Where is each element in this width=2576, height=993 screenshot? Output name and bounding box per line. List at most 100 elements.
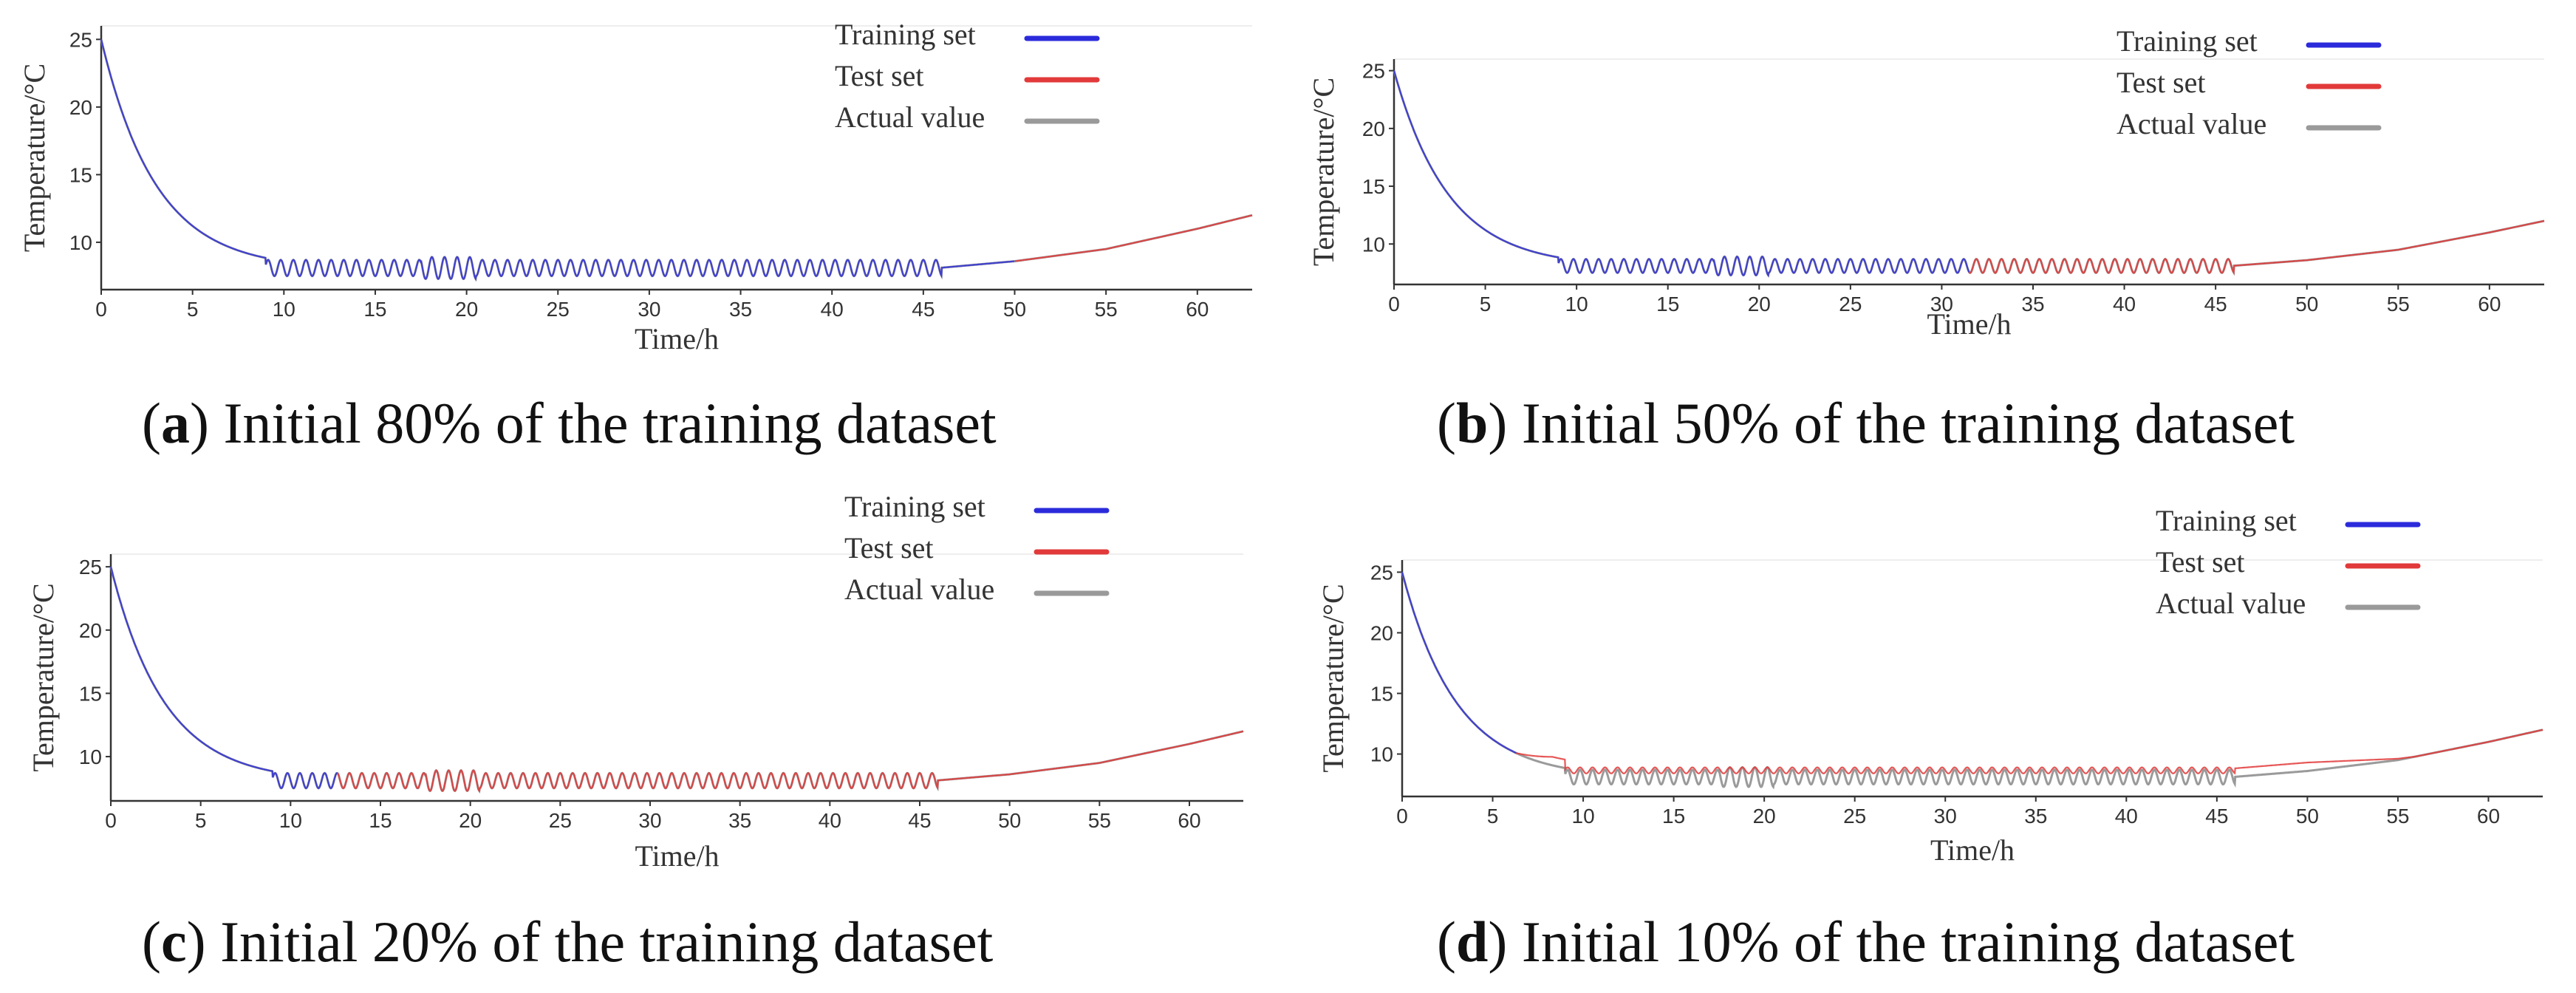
x-tick-label: 25 [1839, 293, 1862, 315]
caption-b: (b) Initial 50% of the training dataset [1437, 391, 2295, 455]
series-test-set [1014, 214, 1253, 262]
x-tick-label: 45 [908, 809, 931, 832]
x-tick-label: 25 [1843, 805, 1866, 828]
caption-label: a [160, 391, 190, 455]
y-tick-label: 25 [79, 556, 102, 579]
series-actual-value [1393, 70, 2545, 279]
legend-label: Training set [835, 18, 976, 51]
x-axis-label: Time/h [1930, 833, 2015, 867]
x-tick-label: 35 [728, 809, 751, 832]
y-tick-label: 25 [1362, 60, 1385, 83]
x-tick-label: 5 [1487, 805, 1499, 828]
legend-label: Test set [835, 59, 924, 92]
x-tick-label: 15 [363, 298, 386, 321]
x-tick-label: 60 [1178, 809, 1200, 832]
x-tick-label: 10 [273, 298, 295, 321]
y-tick-label: 10 [69, 231, 92, 254]
x-tick-label: 10 [1565, 293, 1588, 315]
x-tick-label: 55 [1088, 809, 1111, 832]
x-tick-label: 5 [187, 298, 199, 321]
x-tick-label: 30 [638, 809, 661, 832]
caption-label: c [160, 910, 187, 974]
x-tick-label: 20 [1748, 293, 1771, 315]
x-tick-label: 30 [1934, 805, 1957, 828]
legend-label: Test set [2117, 66, 2206, 99]
legend-label: Test set [2156, 545, 2245, 579]
series-training-set [1401, 572, 1517, 754]
y-tick-label: 20 [69, 96, 92, 119]
x-axis-label: Time/h [635, 839, 719, 873]
x-tick-label: 0 [95, 298, 107, 321]
legend-label: Actual value [835, 100, 985, 134]
legend-label: Training set [2117, 24, 2258, 58]
series-training-set [100, 39, 1015, 281]
legend-label: Training set [2156, 504, 2297, 537]
caption-d: (d) Initial 10% of the training dataset [1437, 910, 2295, 974]
y-tick-label: 20 [1362, 117, 1385, 140]
series-training-set [1393, 70, 1970, 278]
y-axis-label: Temperature/°C [18, 64, 51, 252]
x-tick-label: 40 [819, 809, 841, 832]
x-tick-label: 10 [279, 809, 302, 832]
x-tick-label: 35 [2021, 293, 2044, 315]
legend-label: Training set [844, 490, 985, 523]
x-tick-label: 55 [2386, 805, 2409, 828]
series-training-set [109, 566, 338, 790]
x-tick-label: 60 [1186, 298, 1209, 321]
caption-text: ) Initial 80% of the training dataset [189, 391, 997, 455]
legend-label: Actual value [844, 573, 994, 606]
legend-label: Test set [844, 531, 934, 564]
caption-a: (a) Initial 80% of the training dataset [142, 391, 997, 455]
series-actual-value [1401, 572, 2543, 790]
x-tick-label: 60 [2478, 293, 2501, 315]
y-tick-label: 15 [1370, 683, 1393, 706]
x-axis-label: Time/h [1927, 307, 2011, 341]
y-tick-label: 10 [1370, 743, 1393, 766]
x-tick-label: 40 [2115, 805, 2138, 828]
panel-b: 0 5 10 15 20 25 30 35 40 45 50 55 60 10 15 20 25 Time/h Te… [1307, 24, 2545, 341]
x-tick-label: 10 [1572, 805, 1595, 828]
y-tick-label: 15 [69, 163, 92, 186]
x-tick-label: 40 [2113, 293, 2136, 315]
panel-d: 0 5 10 15 20 25 30 35 40 45 50 55 60 10 15 20 25 Time/h Te… [1316, 504, 2543, 867]
x-tick-label: 0 [1396, 805, 1408, 828]
caption-text: ) Initial 20% of the training dataset [186, 910, 994, 974]
x-tick-label: 25 [547, 298, 570, 321]
series-test-set [1516, 728, 2543, 775]
y-tick-label: 25 [1370, 561, 1393, 584]
caption-text: ) Initial 10% of the training dataset [1488, 910, 2295, 974]
x-tick-label: 55 [2387, 293, 2410, 315]
x-tick-label: 20 [1753, 805, 1776, 828]
legend-label: Actual value [2156, 587, 2306, 620]
x-tick-label: 30 [1930, 293, 1953, 315]
x-tick-label: 30 [638, 298, 660, 321]
panel-c: 0 5 10 15 20 25 30 35 40 45 50 55 60 10 15 20 25 Time/h Te… [27, 490, 1244, 873]
series-test-set [336, 730, 1244, 793]
x-tick-label: 15 [369, 809, 392, 832]
x-tick-label: 25 [549, 809, 572, 832]
caption-c: (c) Initial 20% of the training dataset [142, 910, 994, 974]
caption-label: d [1455, 910, 1489, 974]
x-tick-label: 45 [912, 298, 935, 321]
x-tick-label: 35 [729, 298, 752, 321]
x-tick-label: 15 [1656, 293, 1679, 315]
y-tick-label: 20 [1370, 621, 1393, 644]
y-axis-label: Temperature/°C [1307, 78, 1340, 266]
x-tick-label: 35 [2024, 805, 2047, 828]
x-tick-label: 40 [821, 298, 844, 321]
x-tick-label: 55 [1095, 298, 1118, 321]
y-tick-label: 15 [1362, 175, 1385, 198]
x-tick-label: 50 [1003, 298, 1026, 321]
y-tick-label: 20 [79, 619, 102, 642]
y-axis-label: Temperature/°C [27, 583, 60, 771]
x-tick-label: 0 [1388, 293, 1400, 315]
x-axis-label: Time/h [635, 322, 719, 355]
x-tick-label: 50 [2296, 805, 2319, 828]
x-tick-label: 15 [1662, 805, 1685, 828]
series-actual-value [109, 566, 1244, 794]
y-tick-label: 10 [79, 745, 102, 768]
caption-label: b [1455, 391, 1489, 455]
x-tick-label: 50 [998, 809, 1021, 832]
